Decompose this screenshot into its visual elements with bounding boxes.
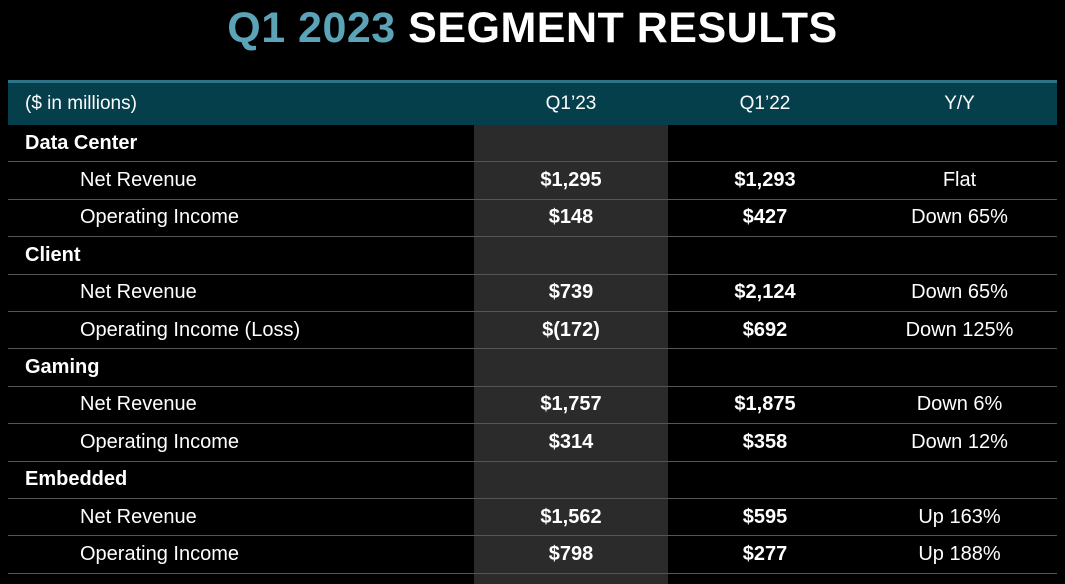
value-q122: $595	[742, 505, 788, 528]
row-label: Operating Income (Loss)	[80, 318, 301, 341]
segment-results-table: ($ in millions) Q1’23 Q1’22 Y/Y Data Cen…	[8, 80, 1057, 584]
section-row-gaming: Gaming	[8, 349, 1057, 387]
value-q122: $1,293	[734, 169, 796, 192]
row-label: Embedded	[25, 468, 128, 491]
q123-highlight-band	[474, 125, 668, 584]
value-yy: Down 65%	[911, 206, 1008, 229]
title-quarter: Q1 2023	[227, 4, 396, 52]
col-header-metric: ($ in millions)	[25, 93, 137, 114]
data-row: Net Revenue $739 $2,124 Down 65%	[8, 275, 1057, 312]
row-label: Operating Income	[80, 206, 239, 229]
value-q122: $2,124	[734, 281, 796, 304]
value-yy: Flat	[942, 169, 977, 192]
value-yy: Down 6%	[916, 393, 1003, 416]
section-row-data-center: Data Center	[8, 125, 1057, 163]
value-yy: Down 65%	[911, 281, 1008, 304]
value-q122: $692	[742, 318, 788, 341]
row-label: Gaming	[25, 356, 100, 379]
value-q123: $1,295	[540, 169, 602, 192]
value-q123: $1,757	[540, 393, 602, 416]
col-header-q123: Q1’23	[545, 93, 597, 114]
data-row: Operating Income $798 $277 Up 188%	[8, 536, 1057, 574]
table-header-row: ($ in millions) Q1’23 Q1’22 Y/Y	[8, 80, 1057, 125]
col-header-q122: Q1’22	[739, 93, 791, 114]
data-row: Net Revenue $1,562 $595 Up 163%	[8, 499, 1057, 537]
row-label: Net Revenue	[80, 281, 197, 304]
row-label: Operating Income	[80, 542, 239, 565]
value-yy: Down 12%	[911, 430, 1008, 453]
data-row: Operating Income (Loss) $(172) $692 Down…	[8, 312, 1057, 350]
value-q123: $798	[548, 542, 594, 565]
value-q123: $314	[548, 430, 594, 453]
row-label: Net Revenue	[80, 169, 197, 192]
value-yy: Up 163%	[918, 505, 1001, 528]
section-row-client: Client	[8, 237, 1057, 275]
data-row: Operating Income $314 $358 Down 12%	[8, 424, 1057, 462]
value-yy: Down 125%	[905, 318, 1014, 341]
value-q122: $358	[742, 430, 788, 453]
row-label: Data Center	[25, 131, 138, 154]
value-q123: $1,562	[540, 505, 602, 528]
section-row-embedded: Embedded	[8, 462, 1057, 499]
value-q123: $(172)	[542, 318, 600, 341]
row-label: Net Revenue	[80, 505, 197, 528]
value-q123: $148	[548, 206, 594, 229]
value-yy: Up 188%	[918, 542, 1001, 565]
data-row: Net Revenue $1,295 $1,293 Flat	[8, 162, 1057, 200]
value-q122: $277	[742, 542, 788, 565]
value-q123: $739	[548, 281, 594, 304]
title-text: SEGMENT RESULTS	[408, 4, 838, 52]
data-row: Operating Income $148 $427 Down 65%	[8, 200, 1057, 238]
value-q122: $427	[742, 206, 788, 229]
row-label: Operating Income	[80, 430, 239, 453]
row-label: Client	[25, 243, 81, 266]
data-row: Net Revenue $1,757 $1,875 Down 6%	[8, 387, 1057, 425]
col-header-yy: Y/Y	[944, 93, 975, 114]
row-label: Net Revenue	[80, 393, 197, 416]
value-q122: $1,875	[734, 393, 796, 416]
page-title: Q1 2023 SEGMENT RESULTS	[0, 2, 1065, 54]
